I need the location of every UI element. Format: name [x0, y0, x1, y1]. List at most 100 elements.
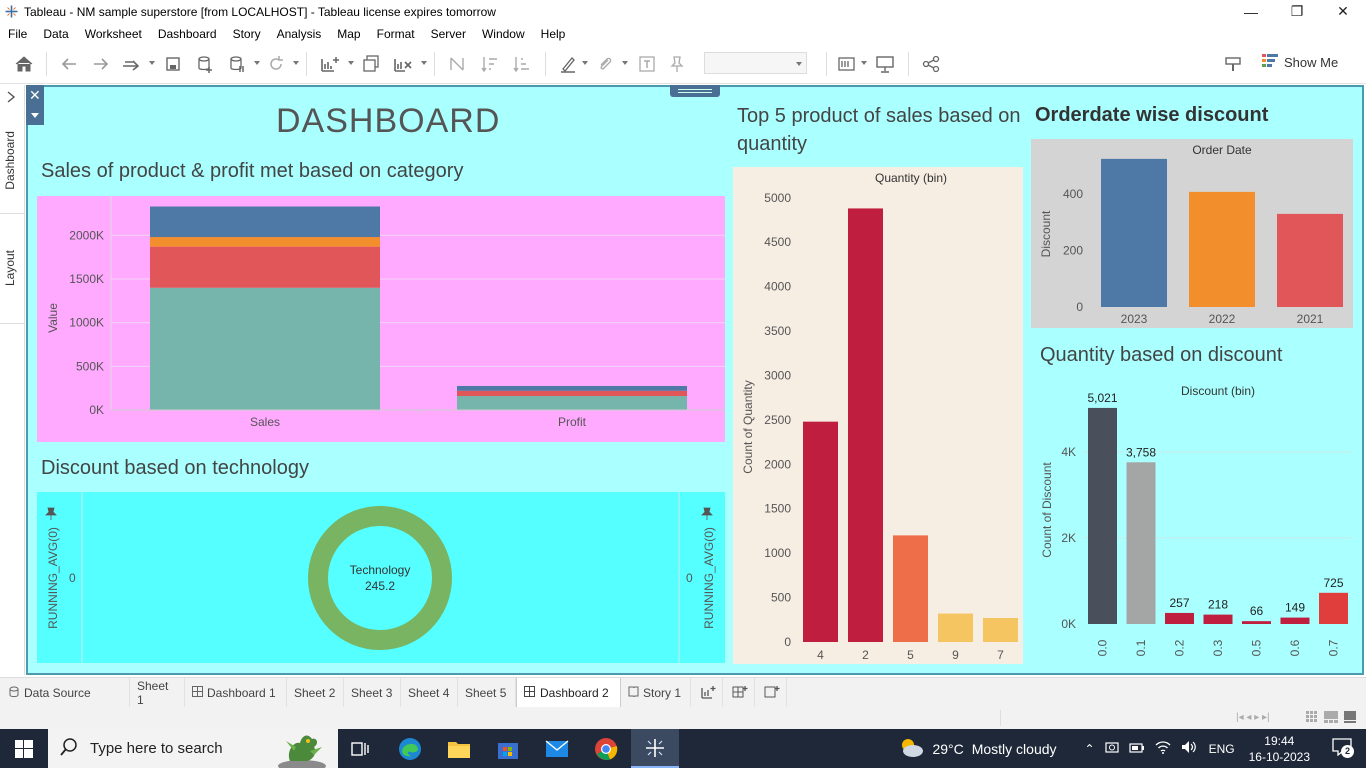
new-worksheet-tab-button[interactable]: [693, 678, 723, 708]
menu-format[interactable]: Format: [376, 26, 415, 41]
menu-help[interactable]: Help: [540, 26, 566, 41]
bar-discount-0.2[interactable]: [1165, 612, 1194, 624]
close-button[interactable]: ✕: [1337, 3, 1349, 19]
weather-temp[interactable]: 29°C: [932, 740, 964, 757]
presentation-mode-icon[interactable]: [874, 54, 896, 74]
bar-year-2023[interactable]: [1101, 158, 1167, 307]
notifications-button[interactable]: 2: [1332, 738, 1354, 759]
tableau-taskbar-button[interactable]: [631, 729, 679, 768]
cycle-fields-icon[interactable]: [120, 54, 142, 74]
tab-layout-side[interactable]: Layout: [3, 250, 17, 287]
menu-worksheet[interactable]: Worksheet: [84, 26, 142, 41]
fix-axes-icon[interactable]: [666, 54, 688, 74]
start-button[interactable]: [0, 729, 48, 768]
clock[interactable]: 19:44 16-10-2023: [1249, 733, 1310, 765]
container-menu-icon[interactable]: [31, 113, 39, 118]
share-icon[interactable]: [920, 54, 942, 74]
bar-segment-sales[interactable]: [150, 237, 380, 247]
sort-ascending-icon[interactable]: [479, 54, 501, 74]
format-painter-icon[interactable]: [1222, 54, 1244, 74]
sales-profit-chart[interactable]: Value 2000K 1500K 1000K 500K 0K Sales Profit: [37, 196, 725, 442]
menu-data[interactable]: Data: [43, 26, 69, 41]
minimize-button[interactable]: —: [1244, 3, 1258, 20]
sort-descending-icon[interactable]: [511, 54, 533, 74]
bar-segment-profit[interactable]: [457, 396, 687, 410]
redo-icon[interactable]: [90, 54, 112, 74]
bar-quantity-4[interactable]: [803, 421, 838, 642]
top5-chart[interactable]: Quantity (bin) Count of Quantity 0 500 100…: [733, 167, 1023, 664]
fit-icon[interactable]: [836, 54, 858, 74]
menu-story[interactable]: Story: [232, 26, 261, 41]
store-taskbar-button[interactable]: [484, 729, 532, 768]
tab-dashboard-2[interactable]: Dashboard 2: [516, 678, 621, 708]
close-icon[interactable]: ✕: [29, 87, 41, 103]
show-labels-icon[interactable]: [636, 54, 658, 74]
tab-story-1[interactable]: Story 1: [621, 678, 691, 708]
show-hidden-icons-icon[interactable]: ⌃: [1084, 741, 1095, 756]
wifi-icon[interactable]: [1155, 740, 1171, 757]
pause-updates-icon[interactable]: [226, 54, 248, 74]
menu-file[interactable]: File: [8, 26, 28, 41]
chrome-taskbar-button[interactable]: [582, 729, 630, 768]
bar-segment-sales[interactable]: [150, 246, 380, 288]
menu-server[interactable]: Server: [430, 26, 466, 41]
bar-discount-0.0[interactable]: [1088, 407, 1117, 624]
undo-icon[interactable]: [58, 54, 80, 74]
bar-segment-profit[interactable]: [457, 385, 687, 391]
camera-icon[interactable]: [1104, 740, 1119, 757]
view-size-dropdown[interactable]: [704, 52, 807, 74]
highlight-icon[interactable]: [557, 54, 579, 74]
duplicate-sheet-icon[interactable]: [360, 54, 382, 74]
new-dashboard-tab-button[interactable]: [725, 678, 755, 708]
new-data-source-icon[interactable]: [194, 54, 216, 74]
refresh-icon[interactable]: [265, 54, 287, 74]
drag-handle[interactable]: [670, 85, 720, 97]
tab-dashboard-1[interactable]: Dashboard 1: [185, 678, 287, 708]
save-icon[interactable]: [162, 54, 184, 74]
bar-quantity-5[interactable]: [893, 535, 928, 642]
new-story-tab-button[interactable]: [757, 678, 787, 708]
bar-segment-profit[interactable]: [457, 390, 687, 397]
swap-rows-columns-icon[interactable]: [446, 54, 468, 74]
tab-sheet-1[interactable]: Sheet 1: [130, 678, 185, 708]
bar-quantity-9[interactable]: [938, 613, 973, 642]
tab-sheet-4[interactable]: Sheet 4: [401, 678, 458, 708]
menu-analysis[interactable]: Analysis: [276, 26, 322, 41]
bar-quantity-2[interactable]: [848, 208, 883, 642]
tab-sheet-5[interactable]: Sheet 5: [458, 678, 516, 708]
orderdate-chart[interactable]: Order Date Discount 0 200 400 2023 2022 2021: [1031, 139, 1353, 328]
tab-sheet-3[interactable]: Sheet 3: [344, 678, 401, 708]
menu-map[interactable]: Map: [337, 26, 361, 41]
bar-discount-0.5[interactable]: [1242, 621, 1271, 624]
qty-discount-chart[interactable]: Discount (bin) Count of Discount 0K2K4K …: [1033, 378, 1353, 668]
group-members-icon[interactable]: [594, 54, 616, 74]
bar-year-2021[interactable]: [1277, 213, 1343, 307]
restore-button[interactable]: ❐: [1290, 3, 1304, 19]
collapse-container-control[interactable]: ✕: [26, 85, 44, 125]
volume-icon[interactable]: [1181, 740, 1197, 757]
show-filmstrip-icon[interactable]: [1324, 711, 1338, 726]
weather-cloudy-icon[interactable]: [898, 736, 924, 761]
bar-segment-sales[interactable]: [150, 206, 380, 238]
bar-segment-sales[interactable]: [150, 287, 380, 410]
bar-quantity-7[interactable]: [983, 618, 1018, 642]
tab-sheet-2[interactable]: Sheet 2: [287, 678, 344, 708]
bar-discount-0.6[interactable]: [1280, 617, 1310, 624]
edge-taskbar-button[interactable]: [386, 729, 434, 768]
mail-taskbar-button[interactable]: [533, 729, 581, 768]
tab-dashboard-side[interactable]: Dashboard: [3, 131, 17, 190]
bar-discount-0.1[interactable]: [1126, 462, 1156, 624]
show-tabs-icon[interactable]: [1344, 711, 1356, 726]
tab-data-source[interactable]: Data Source: [2, 678, 130, 708]
expand-panel-icon[interactable]: [6, 91, 16, 106]
new-worksheet-icon[interactable]: [319, 54, 341, 74]
bar-discount-0.3[interactable]: [1203, 614, 1233, 624]
menu-dashboard[interactable]: Dashboard: [157, 26, 217, 41]
weather-text[interactable]: Mostly cloudy: [971, 740, 1057, 757]
tech-donut-chart[interactable]: RUNNING_AVG(0) RUNNING_AVG(0) 0 0 Techno…: [37, 492, 725, 663]
sheet-navigation-icon[interactable]: |◂ ◂ ▸ ▸|: [1236, 712, 1270, 723]
show-me-button[interactable]: Show Me: [1262, 54, 1338, 71]
menu-window[interactable]: Window: [481, 26, 525, 41]
task-view-button[interactable]: [336, 729, 384, 768]
clear-sheet-icon[interactable]: [392, 54, 414, 74]
